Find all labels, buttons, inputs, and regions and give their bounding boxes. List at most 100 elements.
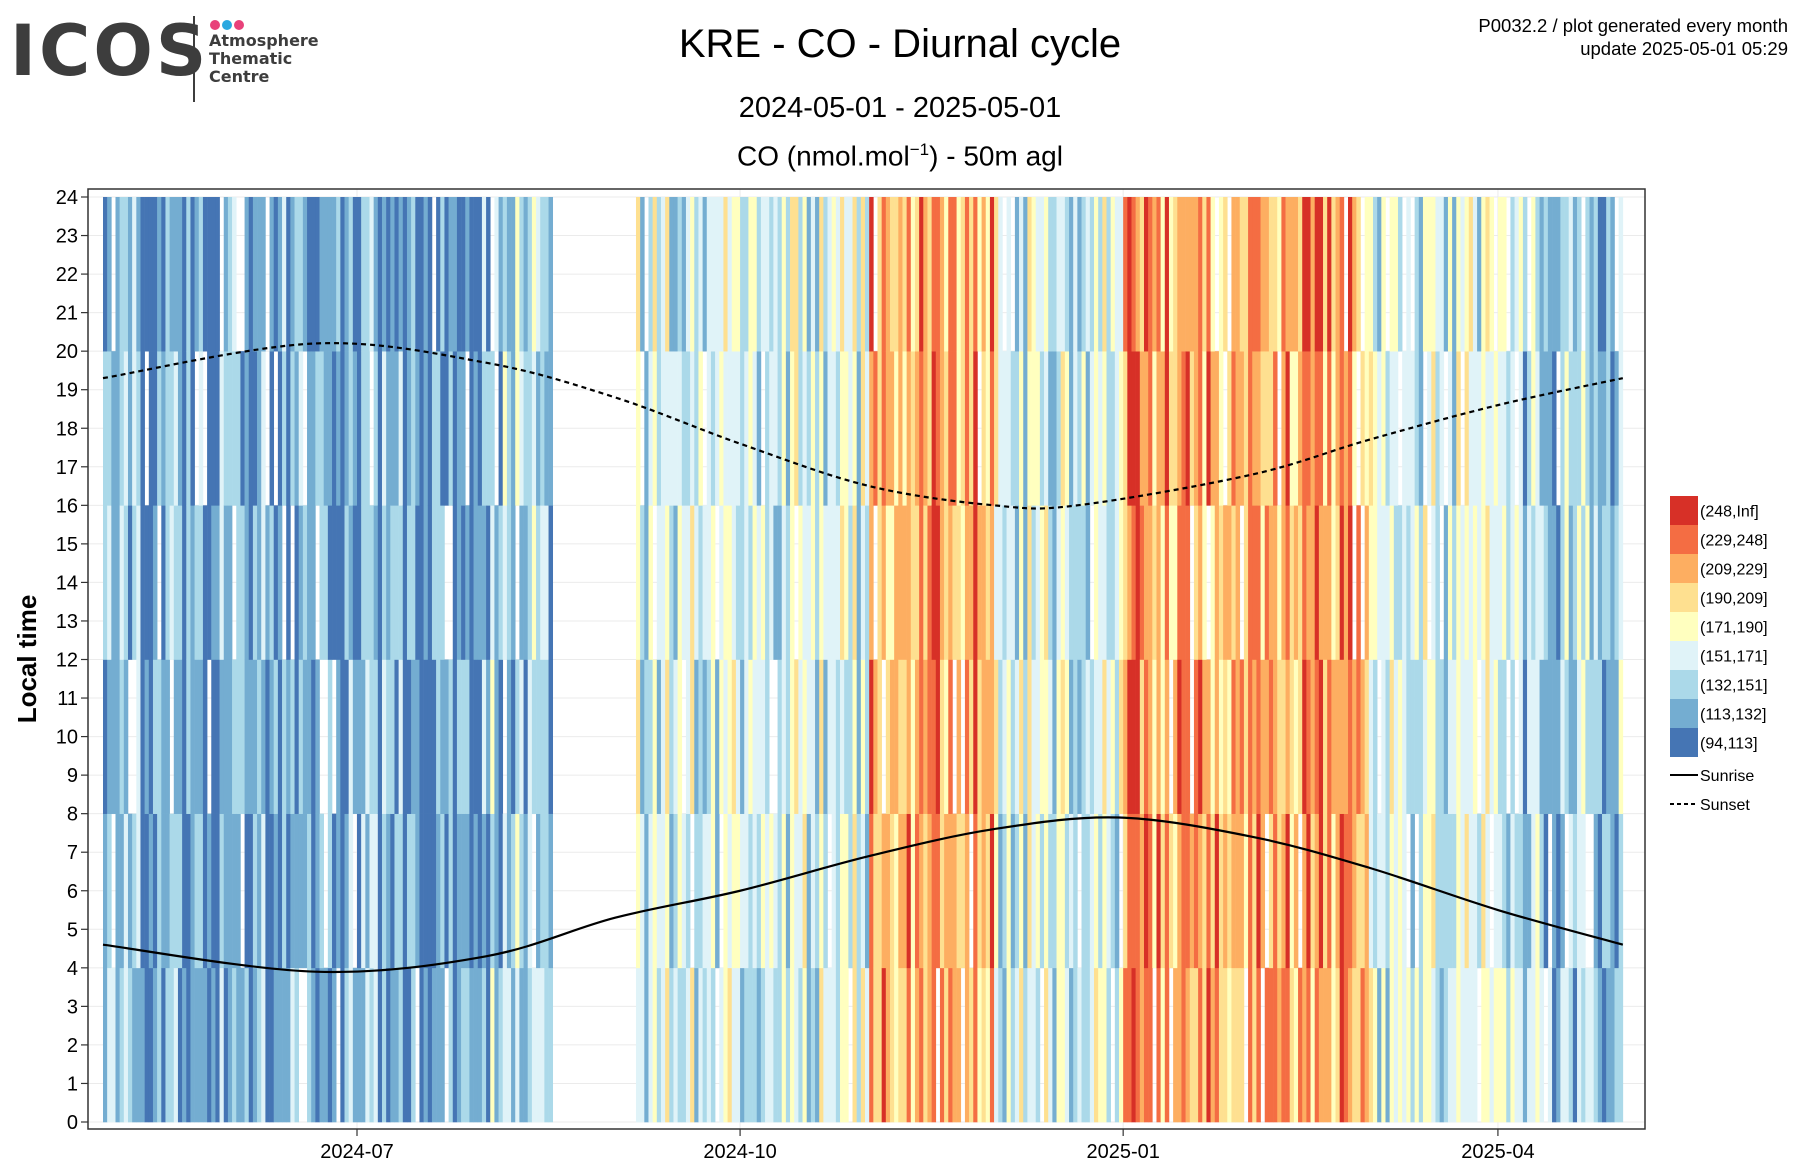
heatmap-cell xyxy=(340,351,345,506)
heatmap-cell xyxy=(1393,351,1399,506)
heatmap-cell xyxy=(1381,813,1386,969)
heatmap-cell xyxy=(1160,659,1166,814)
heatmap-cell xyxy=(1468,967,1474,1123)
heatmap-cell xyxy=(1543,659,1549,814)
heatmap-cell xyxy=(1089,813,1095,969)
heatmap-cell xyxy=(973,813,978,969)
heatmap-cell xyxy=(906,967,912,1123)
heatmap-cell xyxy=(173,351,179,506)
heatmap-cell xyxy=(1593,505,1599,660)
heatmap-cell xyxy=(669,967,674,1123)
heatmap-cell xyxy=(357,197,362,352)
heatmap-cell xyxy=(352,197,358,352)
heatmap-cell xyxy=(1010,967,1016,1123)
heatmap-cell xyxy=(1289,197,1295,352)
heatmap-cell xyxy=(648,813,653,969)
heatmap-cell xyxy=(1373,505,1378,660)
logo-dot xyxy=(210,20,220,30)
heatmap-cell xyxy=(681,967,687,1123)
legend-key xyxy=(1670,496,1698,525)
heatmap-cell xyxy=(831,967,837,1123)
heatmap-cell xyxy=(369,659,374,814)
heatmap-cell xyxy=(785,967,791,1123)
heatmap-cell xyxy=(702,813,708,969)
heatmap-cell xyxy=(677,197,683,352)
heatmap-cell xyxy=(440,351,445,506)
heatmap-cell xyxy=(1502,813,1507,969)
heatmap-cell xyxy=(1348,505,1353,660)
heatmap-cell xyxy=(390,197,395,352)
heatmap-cell xyxy=(1152,351,1157,506)
heatmap-cell xyxy=(486,197,491,352)
heatmap-cell xyxy=(989,197,995,352)
heatmap-cell xyxy=(785,659,791,814)
heatmap-cell xyxy=(1273,351,1278,506)
heatmap-cell xyxy=(1468,505,1474,660)
heatmap-cell xyxy=(140,351,145,506)
heatmap-cell xyxy=(411,197,416,352)
heatmap-cell xyxy=(1223,659,1228,814)
heatmap-cell xyxy=(644,351,649,506)
legend-label: (229,248] xyxy=(1700,533,1768,550)
heatmap-cell xyxy=(177,659,183,814)
heatmap-cell xyxy=(906,197,912,352)
heatmap-cell xyxy=(148,197,154,352)
heatmap-cell xyxy=(523,659,529,814)
heatmap-cell xyxy=(1248,967,1253,1123)
heatmap-cell xyxy=(1106,351,1111,506)
heatmap-cell xyxy=(1056,659,1062,814)
heatmap-cell xyxy=(923,659,928,814)
heatmap-cell xyxy=(223,351,229,506)
heatmap-cell xyxy=(1610,197,1615,352)
heatmap-cell xyxy=(1431,197,1436,352)
heatmap-cell xyxy=(386,351,391,506)
heatmap-cell xyxy=(1102,967,1107,1123)
heatmap-cell xyxy=(1023,659,1028,814)
heatmap-cell xyxy=(452,659,458,814)
heatmap-cell xyxy=(244,659,250,814)
heatmap-cell xyxy=(1239,659,1245,814)
heatmap-cell xyxy=(390,967,395,1123)
heatmap-cell xyxy=(286,813,291,969)
heatmap-cell xyxy=(1331,505,1336,660)
heatmap-cell xyxy=(115,197,120,352)
heatmap-cell xyxy=(344,197,349,352)
heatmap-cell xyxy=(794,967,799,1123)
heatmap-cell xyxy=(1585,967,1590,1123)
heatmap-cell xyxy=(273,659,279,814)
heatmap-cell xyxy=(444,197,449,352)
heatmap-cell xyxy=(252,813,258,969)
plot-id: P0032.2 / plot generated every month xyxy=(1478,15,1788,36)
heatmap-cell xyxy=(411,813,416,969)
heatmap-cell xyxy=(1052,505,1057,660)
heatmap-cell xyxy=(735,197,741,352)
heatmap-cell xyxy=(702,505,708,660)
heatmap-cell xyxy=(1431,505,1436,660)
heatmap-cell xyxy=(1306,967,1311,1123)
legend-key xyxy=(1670,583,1698,612)
heatmap-cell xyxy=(132,813,137,969)
heatmap-cell xyxy=(964,351,970,506)
heatmap-cell xyxy=(1260,659,1266,814)
heatmap-cell xyxy=(1073,351,1078,506)
heatmap-cell xyxy=(1373,967,1378,1123)
heatmap-cell xyxy=(956,197,962,352)
heatmap-cell xyxy=(194,659,200,814)
heatmap-cell xyxy=(386,505,391,660)
heatmap-cell xyxy=(994,197,999,352)
heatmap-cell xyxy=(1560,813,1565,969)
heatmap-cell xyxy=(1389,659,1395,814)
heatmap-cell xyxy=(1335,659,1340,814)
heatmap-cell xyxy=(998,813,1003,969)
heatmap-cell xyxy=(194,197,200,352)
heatmap-cell xyxy=(819,967,824,1123)
heatmap-cell xyxy=(415,813,420,969)
heatmap-cell xyxy=(1368,813,1374,969)
heatmap-cell xyxy=(848,197,853,352)
heatmap-cell xyxy=(1289,505,1295,660)
heatmap-cell xyxy=(1431,967,1436,1123)
heatmap-cell xyxy=(1352,967,1357,1123)
heatmap-cell xyxy=(473,505,479,660)
heatmap-cell xyxy=(148,505,154,660)
x-tick-label: 2024-10 xyxy=(703,1141,776,1163)
